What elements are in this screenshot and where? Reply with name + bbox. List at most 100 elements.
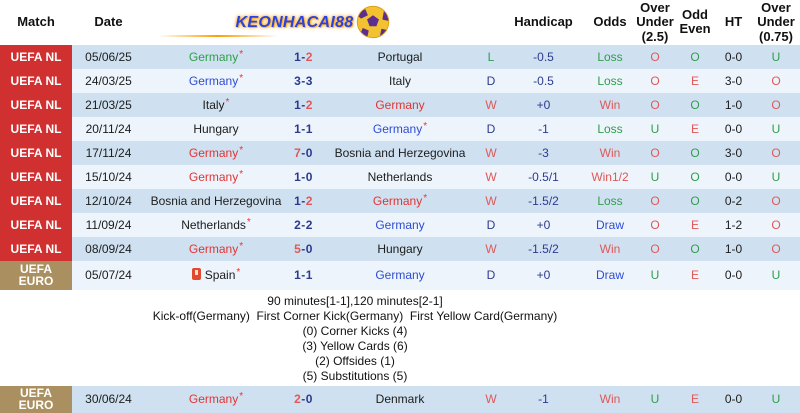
odds-result: Win	[599, 392, 621, 407]
odd-even-value: O	[690, 145, 700, 160]
home-team: Bosnia and Herzegovina	[145, 189, 287, 213]
odd-even-value: O	[690, 49, 700, 64]
home-goals: 1	[294, 97, 302, 112]
col-header-over-under-0-75: Over Under (0.75)	[752, 0, 800, 45]
away-team: Germany*	[320, 117, 480, 141]
team-name: Spain	[204, 268, 236, 283]
ht-score: 3-0	[724, 145, 743, 160]
competition-cell: UEFA NL	[0, 212, 72, 237]
home-goals: 1	[294, 49, 302, 64]
home-goals: 7	[294, 145, 302, 160]
score-dash: -	[301, 97, 306, 112]
team-name: Denmark	[375, 392, 425, 407]
home-team: Germany*	[145, 69, 287, 93]
over-under-2-5-value: O	[650, 49, 660, 64]
score-dash: -	[301, 169, 306, 184]
odd-even-value: E	[690, 392, 699, 407]
home-team: Hungary	[145, 117, 287, 141]
score-dash: -	[301, 49, 306, 64]
away-goals: 2	[305, 193, 313, 208]
team-name: Germany	[188, 49, 239, 64]
match-stat-line: (5) Substitutions (5)	[302, 368, 408, 383]
keonhacai88-logo[interactable]: KEONHACAI88	[146, 5, 479, 39]
competition-badge: UEFA NL	[0, 68, 72, 93]
result-letter: W	[485, 392, 497, 407]
result-letter: W	[485, 145, 497, 160]
home-goals: 1	[294, 193, 302, 208]
result-letter: D	[486, 73, 496, 88]
away-team: Bosnia and Herzegovina	[320, 141, 480, 165]
away-team: Germany*	[320, 189, 480, 213]
team-name: Italy	[202, 97, 225, 112]
odds-result: Loss	[597, 73, 623, 88]
team-name: Germany	[375, 97, 425, 112]
odd-even-value: O	[690, 169, 700, 184]
over-under-2-5-value: O	[650, 73, 660, 88]
star-marker: *	[423, 192, 428, 204]
competition-badge: UEFA NL	[0, 212, 72, 237]
match-date: 21/03/25	[85, 97, 132, 112]
score-dash: -	[301, 217, 306, 232]
home-team: Germany*	[145, 237, 287, 261]
full-time-score: 1-1	[287, 261, 320, 290]
over-under-0-75-value: O	[771, 217, 781, 232]
star-marker: *	[239, 72, 244, 84]
handicap-value: -0.5	[533, 73, 554, 88]
home-goals: 1	[294, 121, 302, 136]
away-goals: 1	[305, 121, 313, 136]
home-goals: 3	[294, 73, 302, 88]
match-row: UEFA NL 05/06/25 Germany* 1-2 Portugal L -0.5 L…	[0, 44, 800, 69]
match-date: 30/06/24	[85, 392, 132, 407]
team-name: Germany	[372, 121, 423, 136]
star-marker: *	[236, 267, 241, 279]
away-goals: 2	[305, 49, 313, 64]
handicap-value: -1.5/2	[528, 241, 559, 256]
full-time-score: 3-3	[287, 69, 320, 93]
competition-cell: UEFA EURO	[0, 260, 72, 290]
star-marker: *	[246, 216, 251, 228]
away-team: Netherlands	[320, 165, 480, 189]
ht-score: 1-0	[724, 241, 743, 256]
result-letter: D	[486, 121, 496, 136]
competition-cell: UEFA NL	[0, 236, 72, 261]
full-time-score: 2-2	[287, 213, 320, 237]
over-under-0-75-value: O	[771, 73, 781, 88]
home-team: Netherlands*	[145, 213, 287, 237]
team-name: Germany	[375, 268, 425, 283]
full-time-score: 1-2	[287, 45, 320, 69]
competition-cell: UEFA NL	[0, 164, 72, 189]
competition-badge: UEFA EURO	[0, 385, 72, 413]
match-date: 17/11/24	[85, 145, 132, 160]
odds-result: Win1/2	[591, 169, 629, 184]
score-dash: -	[301, 268, 306, 283]
match-row: UEFA NL 24/03/25 Germany* 3-3 Italy D -0.5 Loss…	[0, 68, 800, 93]
handicap-value: -1.5/2	[528, 193, 559, 208]
competition-cell: UEFA NL	[0, 68, 72, 93]
competition-cell: UEFA NL	[0, 92, 72, 117]
col-header-match: Match	[0, 0, 72, 45]
away-goals: 2	[305, 97, 313, 112]
home-team: Italy*	[145, 93, 287, 117]
star-marker: *	[225, 96, 230, 108]
match-row: UEFA EURO 30/06/24 Germany* 2-0 Denmark W -1 Wi…	[0, 385, 800, 413]
handicap-value: +0	[536, 217, 551, 232]
handicap-value: -1	[538, 121, 549, 136]
over-under-2-5-value: U	[650, 392, 660, 407]
home-goals: 2	[294, 392, 302, 407]
match-table-body: UEFA NL 05/06/25 Germany* 1-2 Portugal L -0.5 L…	[0, 44, 800, 413]
score-dash: -	[301, 145, 306, 160]
competition-cell: UEFA NL	[0, 116, 72, 141]
home-goals: 1	[294, 169, 302, 184]
competition-badge: UEFA NL	[0, 116, 72, 141]
star-marker: *	[239, 391, 244, 403]
match-stat-line: (3) Yellow Cards (6)	[302, 338, 408, 353]
ht-score: 0-0	[724, 49, 743, 64]
team-name: Hungary	[377, 241, 423, 256]
ht-score: 0-0	[724, 392, 743, 407]
over-under-2-5-value: O	[650, 241, 660, 256]
col-header-handicap: Handicap	[502, 0, 585, 45]
score-dash: -	[301, 193, 306, 208]
logo-cell: KEONHACAI88	[145, 0, 480, 45]
col-header-date: Date	[72, 0, 145, 45]
match-stats-row: 90 minutes[1-1],120 minutes[2-1] Kick-off…	[0, 289, 800, 386]
